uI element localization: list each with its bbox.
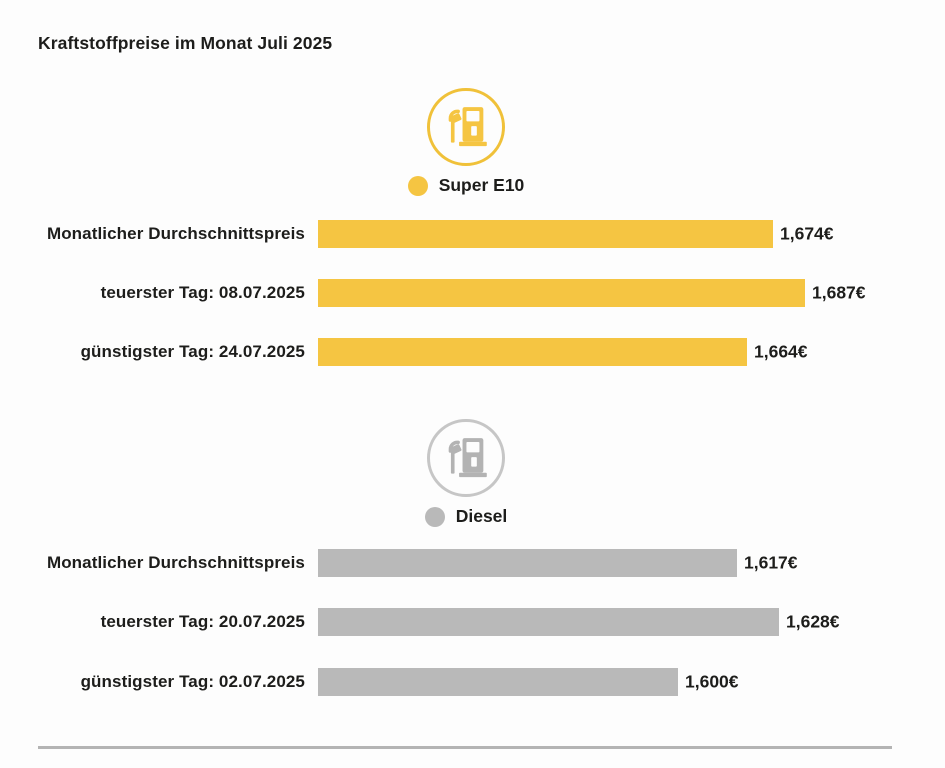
- bar-label: Monatlicher Durchschnittspreis: [46, 553, 305, 572]
- group-header-diesel: Diesel: [0, 419, 932, 527]
- bar-super-average: [318, 220, 773, 248]
- bar-value: 1,674€: [780, 223, 834, 244]
- legend-label-super-e10: Super E10: [438, 175, 525, 195]
- bar-value: 1,600€: [685, 671, 739, 692]
- legend-label-diesel: Diesel: [455, 506, 508, 526]
- bar-value: 1,628€: [786, 611, 840, 632]
- bar-diesel-average: [318, 549, 737, 577]
- bar-super-max: [318, 279, 805, 307]
- legend-super-e10: Super E10: [407, 175, 525, 196]
- bar-label: günstigster Tag: 02.07.2025: [80, 672, 305, 691]
- legend-diesel: Diesel: [424, 506, 508, 527]
- bottom-divider: [38, 746, 892, 749]
- bar-value: 1,617€: [744, 552, 798, 573]
- bar-label: teuerster Tag: 08.07.2025: [100, 283, 305, 302]
- bar-label: teuerster Tag: 20.07.2025: [100, 612, 305, 631]
- bar-value: 1,664€: [754, 341, 808, 362]
- fuel-pump-icon: [427, 88, 505, 166]
- bar-super-min: [318, 338, 747, 366]
- bar-label: Monatlicher Durchschnittspreis: [46, 224, 305, 243]
- bar-diesel-max: [318, 608, 779, 636]
- legend-dot-diesel: [424, 506, 445, 527]
- fuel-pump-icon: [427, 419, 505, 497]
- bar-diesel-min: [318, 668, 678, 696]
- page-title: Kraftstoffpreise im Monat Juli 2025: [38, 33, 333, 53]
- group-header-super-e10: Super E10: [0, 88, 932, 196]
- bar-value: 1,687€: [812, 282, 866, 303]
- bar-label: günstigster Tag: 24.07.2025: [80, 342, 305, 361]
- legend-dot-super-e10: [407, 175, 428, 196]
